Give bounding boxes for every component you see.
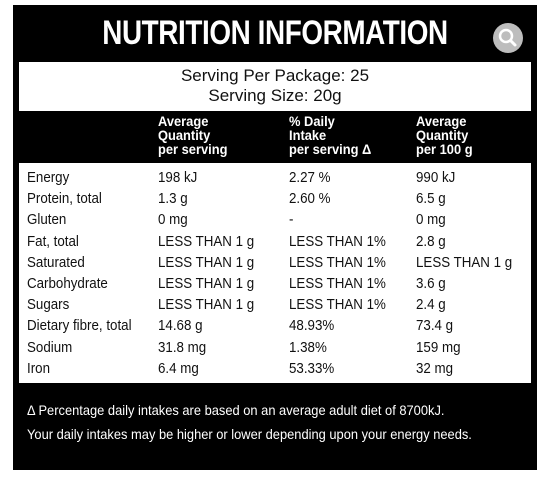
cell: 1.3 g (158, 191, 188, 208)
cell: 31.8 mg (158, 339, 207, 356)
title: NUTRITION INFORMATION (102, 14, 448, 52)
cell: 0 mg (416, 212, 446, 229)
column-header: Average (158, 113, 209, 129)
row-label: Saturated (27, 254, 85, 271)
cell: 1.38% (289, 339, 327, 356)
cell: 6.4 mg (158, 360, 199, 377)
table-body (19, 163, 531, 383)
footnote: Your daily intakes may be higher or lowe… (27, 426, 472, 442)
cell: LESS THAN 1% (289, 233, 386, 250)
row-label: Dietary fibre, total (27, 318, 132, 335)
cell: LESS THAN 1 g (158, 276, 255, 292)
row-label: Sugars (27, 297, 70, 314)
cell: 990 kJ (416, 170, 456, 186)
cell: 14.68 g (158, 318, 203, 335)
column-header: per 100 g (416, 141, 473, 157)
cell: 48.93% (289, 318, 335, 335)
row-label: Sodium (27, 339, 73, 356)
cell: LESS THAN 1 g (158, 233, 255, 250)
row-label: Carbohydrate (27, 276, 108, 292)
cell: 2.8 g (416, 233, 446, 250)
serving-line: Serving Size: 20g (208, 86, 342, 105)
footnote: Δ Percentage daily intakes are based on … (27, 402, 445, 418)
cell: 2.60 % (289, 191, 331, 208)
cell: 159 mg (416, 339, 461, 356)
column-header: Average (416, 113, 467, 129)
column-header: Quantity (158, 127, 211, 143)
cell: 2.4 g (416, 297, 446, 314)
cell: - (289, 212, 294, 229)
row-label: Energy (27, 170, 70, 186)
cell: 0 mg (158, 212, 188, 229)
cell: 198 kJ (158, 170, 198, 186)
zoom-icon (498, 28, 517, 47)
row-label: Fat, total (27, 233, 79, 250)
column-header: Quantity (416, 127, 469, 143)
serving-line: Serving Per Package: 25 (180, 66, 370, 85)
serving-box: Serving Per Package: 25 Serving Size: 20g (19, 62, 531, 111)
row-label: Gluten (27, 212, 67, 229)
column-header: Intake (289, 127, 327, 143)
cell: LESS THAN 1% (289, 254, 386, 271)
cell: 53.33% (289, 360, 335, 377)
cell: 3.6 g (416, 276, 446, 292)
cell: LESS THAN 1% (289, 276, 386, 292)
row-label: Protein, total (27, 191, 102, 208)
cell: 6.5 g (416, 191, 446, 208)
column-header: per serving Δ (289, 141, 372, 157)
cell: 2.27 % (289, 170, 331, 186)
column-header: per serving (158, 141, 228, 157)
cell: LESS THAN 1% (289, 297, 386, 314)
cell: 73.4 g (416, 318, 454, 335)
row-label: Iron (27, 360, 50, 377)
cell: LESS THAN 1 g (158, 297, 255, 314)
cell: 32 mg (416, 360, 454, 377)
column-header: % Daily (289, 113, 335, 129)
cell: LESS THAN 1 g (416, 254, 513, 271)
zoom-button[interactable] (493, 23, 523, 53)
cell: LESS THAN 1 g (158, 254, 255, 271)
